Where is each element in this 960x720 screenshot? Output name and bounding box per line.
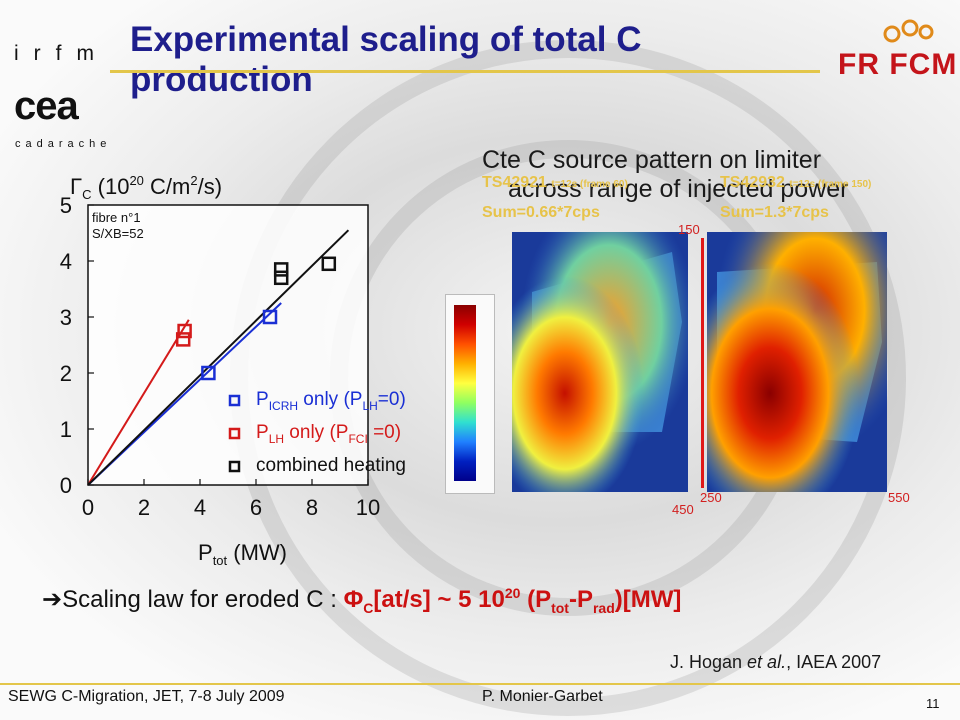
fr-fcm-logo: FR FCM (838, 48, 958, 81)
data-point-marker (273, 270, 289, 286)
data-point-marker (321, 256, 337, 272)
x-tick-label: 0 (82, 495, 94, 520)
chart-y-axis-label: ΓC (1020 C/m2/s) (70, 173, 222, 202)
data-point-marker (175, 332, 191, 347)
subtitle-line-2: across range of injected power (508, 175, 849, 203)
shot-right-label: TS42932 t=12s (frame 150) (720, 174, 871, 192)
citation-author: J. Hogan (670, 652, 748, 672)
x-tick-label: 6 (250, 495, 262, 520)
data-point-marker (262, 309, 278, 325)
red-divider-line (701, 238, 704, 488)
shot-left-label: TS42921 t=12s (frame 60) (482, 174, 628, 192)
camera-image-left (512, 232, 688, 492)
shot-left-note: t=12s (frame 60) (551, 179, 628, 190)
shot-left-id: TS42921 (482, 174, 547, 191)
y-tick-label: 0 (60, 473, 72, 498)
scaling-law-formula: ΦC[at/s] ~ 5 1020 (Ptot-Prad)[MW] (343, 585, 682, 616)
legend-marker (228, 427, 241, 440)
legend-marker (228, 394, 241, 407)
x-tick-label: 4 (194, 495, 206, 520)
data-point-marker (273, 262, 289, 277)
data-point-marker (201, 365, 216, 381)
cea-logo: cea (14, 84, 79, 128)
legend-label: combined heating (256, 455, 406, 476)
chart-x-axis-label: Ptot (MW) (198, 540, 287, 568)
y-tick-label: 4 (60, 249, 72, 274)
scaling-chart: ΓC (1020 C/m2/s) 0 2 4 6 8 10 0 1 2 3 4 5 PICRH onl… (60, 173, 406, 568)
gamma-symbol: Γ (70, 174, 82, 199)
footer-event: SEWG C-Migration, JET, 7-8 July 2009 (8, 688, 285, 705)
footer-author: P. Monier-Garbet (482, 688, 603, 705)
image-label-250: 250 (700, 490, 722, 505)
series-fit-line (87, 319, 190, 486)
panel-subtitle: Cte C source pattern on limiter across r… (482, 146, 848, 204)
slide-title: Experimental scaling of total C producti… (130, 20, 642, 99)
y-tick-label: 1 (60, 417, 72, 442)
x-tick-label: 8 (306, 495, 318, 520)
colorbar (445, 294, 495, 494)
scaling-law-line: ➔Scaling law for eroded C : ΦC[at/s] ~ 5… (42, 585, 681, 616)
y-tick-label: 5 (60, 193, 72, 218)
legend-label: PICRH only (PLH=0) (256, 389, 406, 413)
camera-image-right (707, 232, 887, 492)
series-fit-line (87, 229, 350, 486)
y-tick-label: 3 (60, 305, 72, 330)
colorbar-gradient (454, 305, 476, 481)
gamma-subscript: C (82, 187, 91, 202)
scaling-law-text: Scaling law for eroded C : (62, 586, 344, 613)
citation: J. Hogan et al., IAEA 2007 (670, 652, 881, 673)
x-tick-label: 10 (356, 495, 380, 520)
image-label-550: 550 (888, 490, 910, 505)
title-underline (110, 70, 820, 73)
irfm-logo: irfm (14, 42, 109, 65)
fr-fcm-logo-icon (883, 19, 934, 43)
legend-marker (228, 460, 241, 473)
data-point-marker (177, 323, 192, 339)
cadarache-logo: cadarache (15, 138, 112, 150)
subtitle-line-1: Cte C source pattern on limiter (482, 146, 822, 174)
legend-label: PLH only (PFCI =0) (256, 422, 401, 446)
page-number: 11 (926, 696, 940, 711)
shot-right-id: TS42932 (720, 174, 785, 191)
shot-right-note: t=12s (frame 150) (789, 179, 872, 190)
y-tick-label: 2 (60, 361, 72, 386)
x-tick-label: 2 (138, 495, 150, 520)
chart-annotation-fibre: fibre n°1 (92, 210, 141, 225)
x-axis-label-text: Ptot (MW) (198, 540, 287, 568)
arrow-bullet-icon: ➔ (42, 586, 63, 613)
y-axis-label-text: ΓC (1020 C/m2/s) (70, 173, 222, 202)
footer-divider (0, 683, 960, 685)
shot-right-sum: Sum=1.3*7cps (720, 204, 829, 221)
image-label-450: 450 (672, 502, 694, 517)
citation-etal: et al. (747, 652, 787, 672)
citation-venue: , IAEA 2007 (786, 652, 882, 672)
chart-annotation-sxb: S/XB=52 (92, 226, 144, 241)
image-label-150: 150 (678, 222, 700, 237)
shot-left-sum: Sum=0.66*7cps (482, 204, 600, 221)
